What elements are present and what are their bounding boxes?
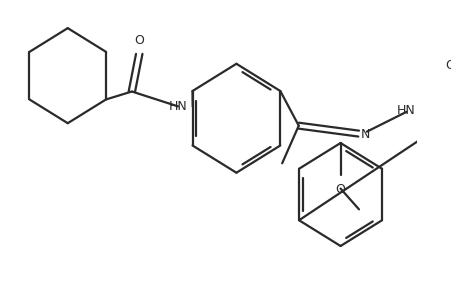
- Text: O: O: [336, 183, 345, 196]
- Text: N: N: [360, 128, 370, 141]
- Text: O: O: [445, 59, 451, 72]
- Text: HN: HN: [169, 100, 187, 113]
- Text: HN: HN: [397, 104, 416, 117]
- Text: O: O: [134, 34, 144, 47]
